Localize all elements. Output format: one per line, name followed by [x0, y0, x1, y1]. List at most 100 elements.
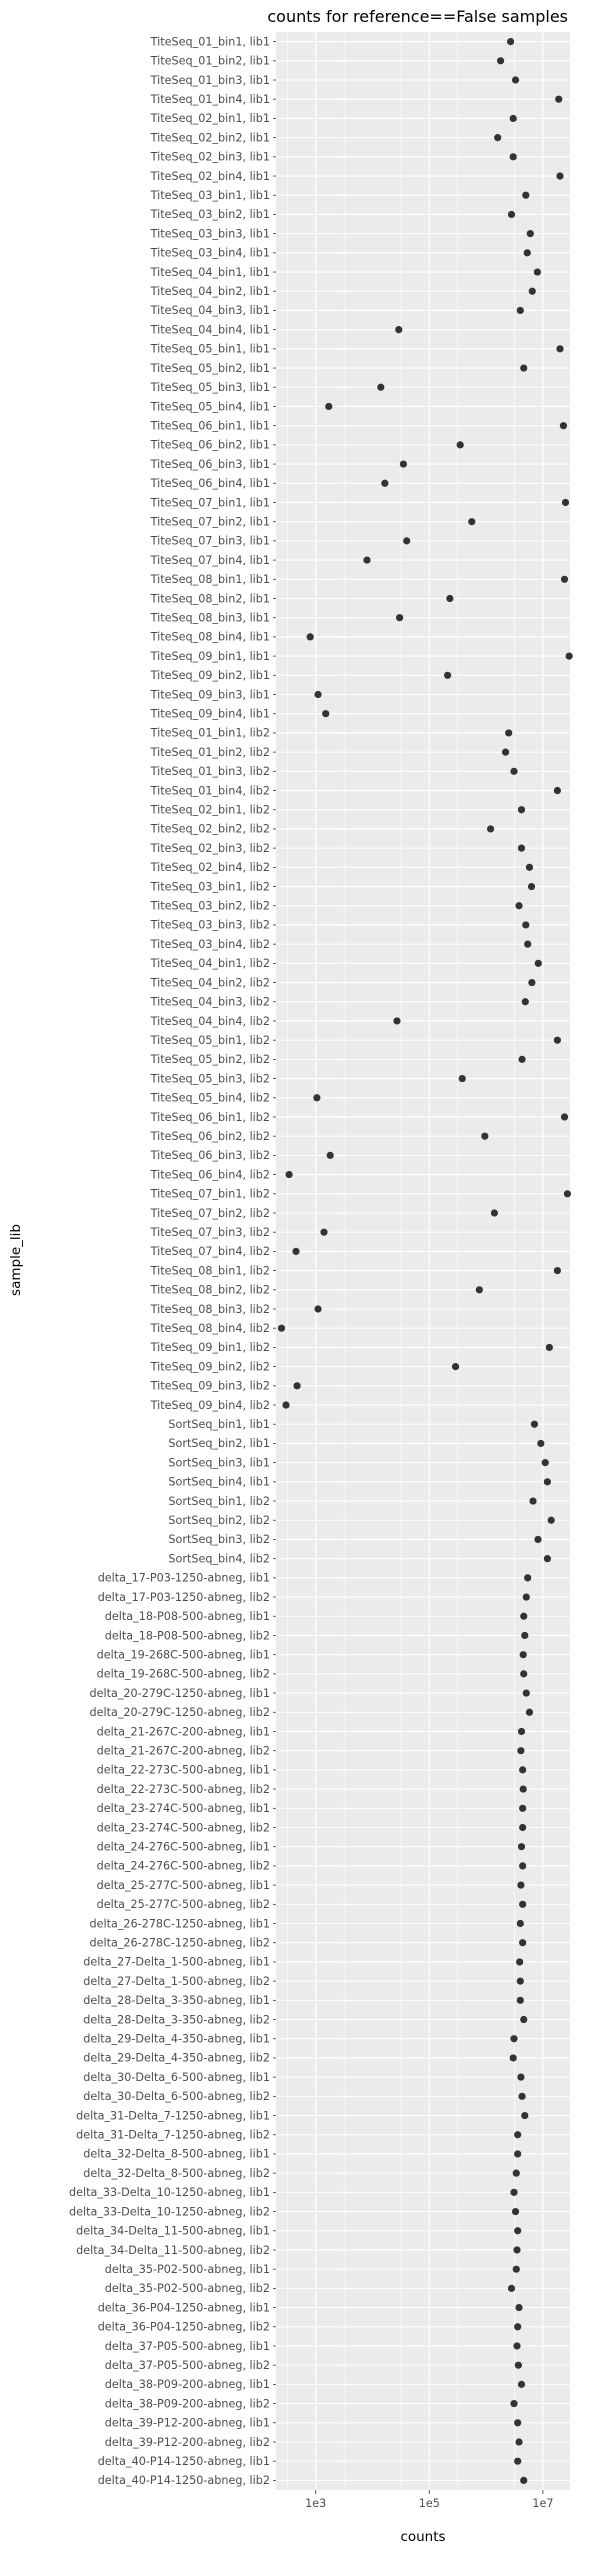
data-point	[515, 902, 523, 910]
data-point	[496, 57, 505, 65]
y-tick-label: TiteSeq_03_bin3, lib1	[150, 227, 270, 240]
data-point	[320, 1228, 328, 1236]
y-tick-label: TiteSeq_04_bin4, lib2	[150, 1015, 270, 1028]
data-point	[505, 729, 513, 737]
x-axis-title: counts	[400, 2529, 445, 2545]
y-tick-label: delta_26-278C-1250-abneg, lib1	[90, 1917, 271, 1930]
data-point	[458, 1074, 466, 1083]
data-point	[521, 1631, 529, 1640]
y-tick-label: delta_19-268C-500-abneg, lib2	[97, 1668, 270, 1681]
y-tick-label: TiteSeq_06_bin3, lib1	[150, 458, 270, 471]
data-point	[553, 1036, 561, 1044]
y-tick-label: delta_17-P03-1250-abneg, lib1	[98, 1572, 270, 1585]
y-tick-label: TiteSeq_06_bin4, lib1	[150, 477, 270, 490]
data-point	[377, 383, 385, 391]
data-point	[481, 1132, 489, 1140]
y-tick-label: TiteSeq_04_bin1, lib1	[150, 266, 270, 279]
data-point	[522, 921, 530, 929]
data-point	[514, 2457, 522, 2465]
data-point	[519, 1785, 527, 1793]
y-tick-label: TiteSeq_07_bin3, lib2	[150, 1226, 270, 1239]
data-point	[561, 498, 570, 507]
y-tick-label: delta_35-P02-500-abneg, lib1	[105, 2263, 270, 2276]
data-point	[313, 1094, 321, 1102]
y-tick-label: TiteSeq_07_bin1, lib1	[150, 496, 270, 509]
y-tick-label: TiteSeq_02_bin2, lib2	[150, 823, 270, 836]
data-point	[533, 268, 541, 276]
data-point	[285, 1170, 293, 1179]
data-point	[556, 172, 564, 180]
y-tick-label: TiteSeq_07_bin2, lib1	[150, 515, 270, 528]
y-tick-label: TiteSeq_09_bin3, lib1	[150, 688, 270, 701]
data-point	[507, 210, 516, 219]
data-point	[517, 1727, 526, 1736]
y-tick-label: TiteSeq_05_bin4, lib1	[150, 400, 270, 413]
y-tick-label: SortSeq_bin4, lib2	[168, 1552, 270, 1565]
y-tick-label: TiteSeq_04_bin3, lib2	[150, 996, 270, 1009]
y-tick-label: delta_18-P08-500-abneg, lib1	[105, 1610, 270, 1623]
data-point	[514, 2323, 522, 2331]
data-point	[486, 825, 495, 833]
y-tick-label: TiteSeq_03_bin1, lib2	[150, 880, 270, 893]
y-tick-label: TiteSeq_05_bin4, lib2	[150, 1092, 270, 1105]
y-tick-label: delta_40-P14-1250-abneg, lib2	[98, 2474, 270, 2487]
data-point	[399, 460, 408, 468]
y-tick-label: delta_39-P12-200-abneg, lib2	[105, 2436, 270, 2449]
y-tick-label: delta_31-Delta_7-1250-abneg, lib2	[76, 2129, 270, 2142]
data-point	[326, 1151, 334, 1159]
data-point	[518, 1055, 526, 1063]
data-point	[511, 2207, 520, 2216]
y-tick-label: TiteSeq_02_bin1, lib2	[150, 804, 270, 817]
y-tick-label: TiteSeq_03_bin3, lib2	[150, 919, 270, 932]
y-tick-label: delta_40-P14-1250-abneg, lib1	[98, 2455, 270, 2468]
data-point	[516, 1958, 524, 1966]
data-point	[519, 1862, 527, 1870]
y-tick-label: TiteSeq_02_bin4, lib2	[150, 861, 270, 874]
y-tick-label: TiteSeq_01_bin3, lib2	[150, 765, 270, 778]
y-tick-label: TiteSeq_08_bin1, lib2	[150, 1264, 270, 1277]
data-point	[403, 537, 411, 545]
y-tick-label: TiteSeq_06_bin3, lib2	[150, 1149, 270, 1162]
y-tick-label: TiteSeq_08_bin4, lib2	[150, 1322, 270, 1335]
data-point	[515, 2303, 523, 2312]
y-tick-label: SortSeq_bin3, lib2	[168, 1533, 270, 1546]
data-point	[519, 1804, 527, 1812]
data-point	[523, 249, 531, 257]
y-tick-label: TiteSeq_08_bin2, lib2	[150, 1284, 270, 1297]
data-point	[556, 345, 564, 353]
data-point	[517, 1747, 525, 1755]
y-tick-label: delta_22-273C-500-abneg, lib2	[97, 1783, 270, 1796]
data-point	[515, 2438, 523, 2446]
data-point	[519, 1651, 527, 1659]
data-point	[553, 786, 561, 795]
y-tick-label: TiteSeq_05_bin2, lib1	[150, 362, 270, 375]
y-tick-label: delta_28-Delta_3-350-abneg, lib2	[83, 2013, 270, 2026]
data-point	[456, 441, 464, 449]
data-point	[514, 2361, 522, 2369]
data-point	[446, 594, 454, 603]
y-tick-label: SortSeq_bin2, lib1	[168, 1437, 270, 1450]
y-tick-label: delta_18-P08-500-abneg, lib2	[105, 1629, 270, 1642]
y-tick-label: TiteSeq_01_bin3, lib1	[150, 74, 270, 87]
x-tick-label: 1e5	[419, 2497, 440, 2510]
y-tick-label: delta_24-276C-500-abneg, lib1	[97, 1840, 270, 1853]
y-tick-label: TiteSeq_01_bin4, lib1	[150, 93, 270, 106]
data-point	[363, 556, 371, 564]
data-point	[517, 2380, 526, 2388]
data-point	[521, 998, 529, 1006]
data-point	[530, 1420, 539, 1428]
data-point	[517, 844, 526, 852]
data-point	[524, 940, 532, 948]
y-tick-label: TiteSeq_04_bin1, lib2	[150, 957, 270, 970]
data-point	[516, 1996, 524, 2004]
y-tick-label: delta_19-268C-500-abneg, lib1	[97, 1648, 270, 1661]
data-point	[560, 575, 569, 583]
data-point	[509, 2054, 517, 2062]
data-point	[501, 748, 510, 756]
data-point	[563, 1190, 572, 1198]
y-tick-label: TiteSeq_07_bin1, lib2	[150, 1188, 270, 1201]
y-tick-label: TiteSeq_01_bin2, lib2	[150, 746, 270, 759]
y-tick-label: delta_23-274C-500-abneg, lib1	[97, 1802, 270, 1815]
y-tick-label: delta_20-279C-1250-abneg, lib1	[90, 1687, 271, 1700]
